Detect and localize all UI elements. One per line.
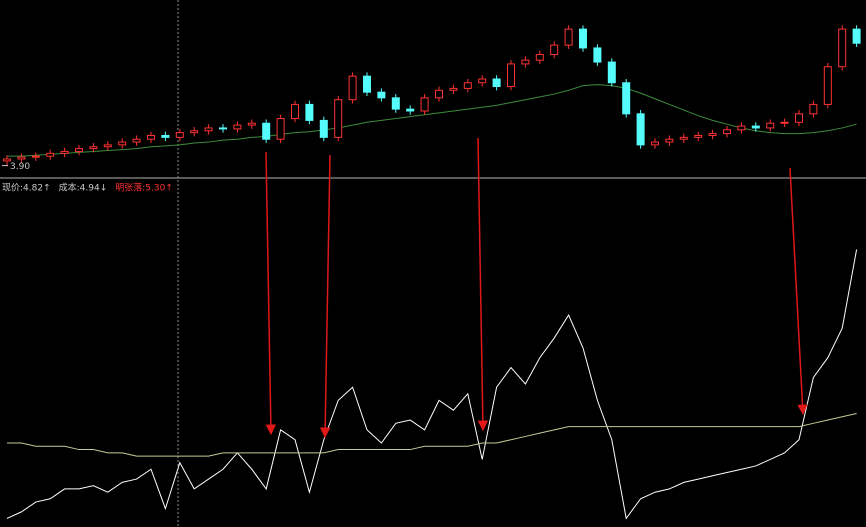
candle-body <box>89 146 98 150</box>
candle-body <box>478 78 487 84</box>
candle-body <box>579 28 587 49</box>
candle-body <box>435 89 443 99</box>
indicator-line <box>7 412 857 457</box>
arrow <box>265 151 277 436</box>
candle-body <box>449 87 458 91</box>
arrow <box>319 154 331 439</box>
candle-body <box>46 152 55 157</box>
candle-body <box>751 125 760 129</box>
candle-body <box>852 28 861 44</box>
candle-body <box>766 122 775 129</box>
candle-body <box>694 134 703 138</box>
candle-body <box>276 118 285 140</box>
candle-body <box>420 97 429 112</box>
candle-body <box>348 75 357 101</box>
candle-body <box>809 103 818 115</box>
candle-body <box>190 130 199 134</box>
indicator-line <box>6 249 858 520</box>
info-text: 现价:4.82↑ <box>2 183 51 194</box>
candle-body <box>636 113 645 146</box>
arrows <box>265 137 808 439</box>
candle-body <box>708 133 717 136</box>
candle-body <box>233 124 242 130</box>
candle-body <box>607 61 616 84</box>
candle-body <box>175 132 184 138</box>
candle-body <box>780 121 789 124</box>
candle-body <box>305 103 314 121</box>
candle-body <box>291 103 299 120</box>
candle-body <box>463 82 472 89</box>
candle-body <box>737 125 746 131</box>
candle-body <box>507 63 515 88</box>
candle-body <box>262 122 271 140</box>
info-text: 明张落:5.30↑ <box>115 182 173 194</box>
candle-body <box>391 97 400 110</box>
plot: 3.90 现价:4.82↑ 成本:4.94↓ 明张落:5.30↑ <box>2 25 861 520</box>
candle-body <box>823 66 832 105</box>
candle-body <box>3 158 11 162</box>
candle-body <box>521 59 530 65</box>
candle-body <box>564 28 573 46</box>
candle-body <box>334 99 343 138</box>
candle-body <box>665 138 674 143</box>
candle-body <box>204 127 213 132</box>
arrow <box>477 137 489 432</box>
candle-body <box>118 141 127 146</box>
candle-body <box>622 82 631 115</box>
candle-body <box>795 113 803 123</box>
candle-body <box>492 78 501 88</box>
candle-body <box>247 122 256 126</box>
moving-average <box>7 84 857 157</box>
candle-body <box>17 156 26 160</box>
candle-body <box>406 108 415 112</box>
candle-body <box>319 119 328 138</box>
candle-body <box>838 28 847 68</box>
candle-body <box>219 127 227 130</box>
candle-body <box>75 148 83 152</box>
candle-body <box>377 91 386 99</box>
candle-body <box>723 129 731 135</box>
candle-body <box>161 134 170 138</box>
info-text: 成本:4.94↓ <box>59 182 108 194</box>
candle-body <box>147 134 155 140</box>
candle-body <box>60 150 69 154</box>
candle-body <box>593 47 602 63</box>
candle-body <box>651 141 659 146</box>
candle-body <box>132 138 141 143</box>
arrow <box>789 167 808 416</box>
candle-body <box>679 136 688 140</box>
candle-body <box>31 155 40 158</box>
candle-body <box>103 144 112 148</box>
candle-body <box>535 54 544 61</box>
candle-body <box>550 44 559 56</box>
candle-body <box>363 75 371 93</box>
low-label: 3.90 <box>10 162 30 172</box>
